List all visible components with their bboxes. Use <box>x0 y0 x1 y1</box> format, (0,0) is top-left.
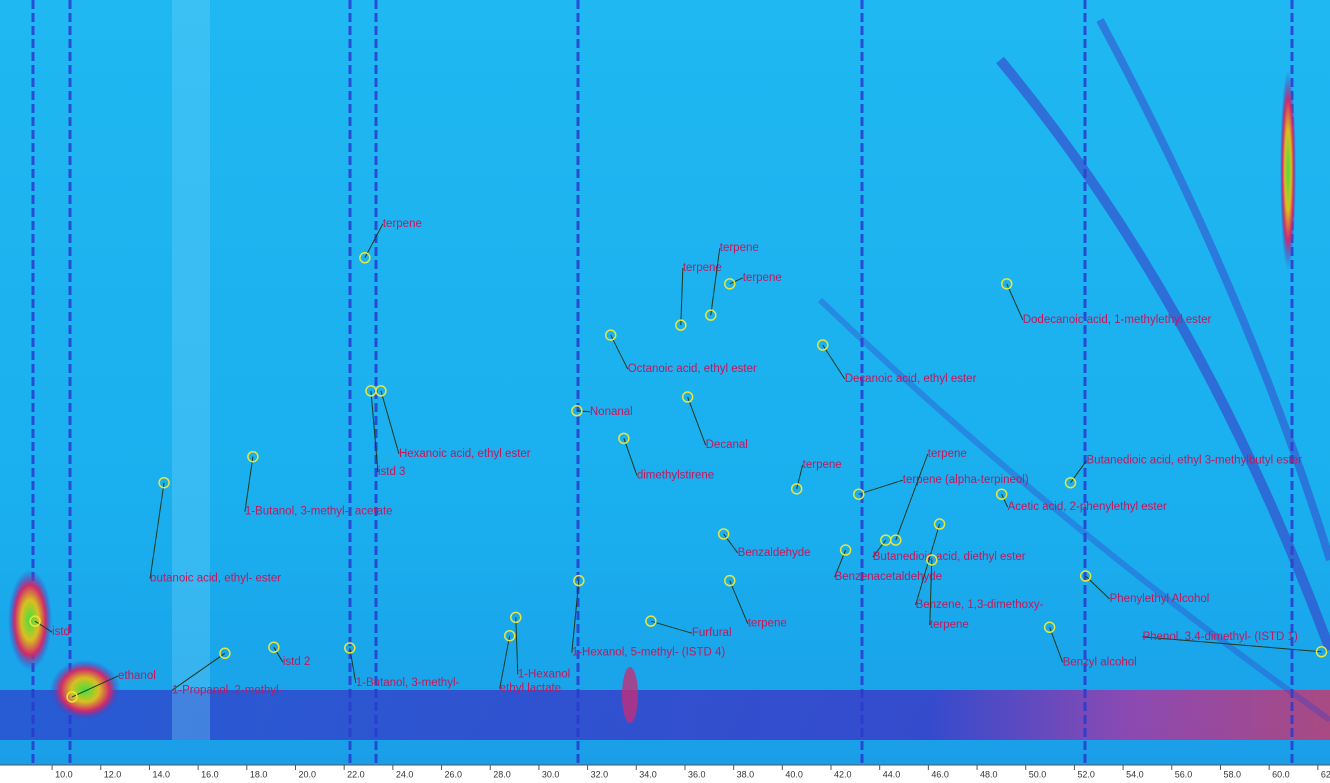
peak-label: ethanol <box>118 670 156 682</box>
x-tick-label: 26.0 <box>445 769 463 779</box>
x-tick-label: 48.0 <box>980 769 998 779</box>
x-tick-label: 22.0 <box>347 769 365 779</box>
x-tick-label: 60.0 <box>1272 769 1290 779</box>
peak-label: Benzenacetaldehyde <box>835 571 942 583</box>
peak-label: dimethylstirene <box>637 469 714 481</box>
peak-label: terpene <box>928 448 967 460</box>
x-tick-label: 36.0 <box>688 769 706 779</box>
peak-label: terpene <box>748 618 787 630</box>
peak-label: Furfural <box>692 627 732 639</box>
page: {"chart_data": {"type": "scatter", "xlim… <box>0 0 1330 783</box>
peak-label: terpene <box>803 459 842 471</box>
peak-label: istd 3 <box>378 466 406 478</box>
x-tick-label: 50.0 <box>1029 769 1047 779</box>
peak-label: istd <box>52 626 70 638</box>
x-tick-label: 16.0 <box>201 769 219 779</box>
chromatogram: 10.0 12.0 14.0 16.0 18.0 20.0 22.0 24.0 26.0 28.0… <box>0 0 1330 783</box>
peak-label: Acetic acid, 2-phenylethyl ester <box>1008 501 1167 513</box>
peak-label: 1-Butanol, 3-methyl- <box>356 677 460 689</box>
x-tick-label: 10.0 <box>55 769 73 779</box>
peak-label: Butanedioic acid, ethyl 3-methylbutyl es… <box>1087 455 1303 467</box>
x-tick-label: 30.0 <box>542 769 560 779</box>
x-tick-label: 20.0 <box>299 769 317 779</box>
peak-label: istd 2 <box>283 656 311 668</box>
x-tick-label: 62.0 <box>1321 769 1330 779</box>
peak-label: terpene <box>930 619 969 631</box>
x-tick-label: 38.0 <box>737 769 755 779</box>
peak-label: terpene (alpha-terpineol) <box>903 474 1029 486</box>
peak-label: terpene <box>683 262 722 274</box>
peak-label: Phenol, 3,4-dimethyl- (ISTD 1) <box>1142 631 1297 643</box>
x-tick-label: 18.0 <box>250 769 268 779</box>
peak-label: Hexanoic acid, ethyl ester <box>399 448 531 460</box>
x-tick-label: 42.0 <box>834 769 852 779</box>
peak-label: Nonanal <box>590 406 633 418</box>
x-tick-label: 24.0 <box>396 769 414 779</box>
peak-label: terpene <box>720 242 759 254</box>
peak-label: Octanoic acid, ethyl ester <box>628 363 757 375</box>
peak-label: 1-Hexanol, 5-methyl- (ISTD 4) <box>572 647 726 659</box>
peak-label: Benzaldehyde <box>738 547 811 559</box>
peak-label: Butanedioic acid, diethyl ester <box>873 551 1026 563</box>
peak-label: butanoic acid, ethyl- ester <box>150 573 281 585</box>
x-tick-label: 44.0 <box>883 769 901 779</box>
x-tick-label: 54.0 <box>1126 769 1144 779</box>
peak-label: Dodecanoic acid, 1-methylethyl ester <box>1023 314 1212 326</box>
x-tick-label: 46.0 <box>931 769 949 779</box>
x-tick-label: 58.0 <box>1223 769 1241 779</box>
peak-label: 1-Propanol, 2-methyl- <box>172 684 283 696</box>
peak-label: Decanal <box>706 439 748 451</box>
peak-label: Benzene, 1,3-dimethoxy- <box>916 599 1044 611</box>
peak-label: terpene <box>383 218 422 230</box>
peak-label: 1-Hexanol <box>518 668 570 680</box>
peak-label: Benzyl alcohol <box>1063 656 1137 668</box>
x-tick-label: 52.0 <box>1077 769 1095 779</box>
x-tick-label: 32.0 <box>591 769 609 779</box>
x-tick-label: 14.0 <box>152 769 170 779</box>
peak-label: ethyl lactate <box>500 683 561 695</box>
peak-label: terpene <box>743 272 782 284</box>
x-tick-label: 56.0 <box>1175 769 1193 779</box>
x-tick-label: 34.0 <box>639 769 657 779</box>
x-tick-label: 12.0 <box>104 769 122 779</box>
peak-label: Phenylethyl Alcohol <box>1110 593 1210 605</box>
x-tick-label: 40.0 <box>785 769 803 779</box>
peak-label: 1-Butanol, 3-methyl-, acetate <box>245 506 393 518</box>
peak-label: Decanoic acid, ethyl ester <box>845 373 977 385</box>
x-tick-label: 28.0 <box>493 769 511 779</box>
